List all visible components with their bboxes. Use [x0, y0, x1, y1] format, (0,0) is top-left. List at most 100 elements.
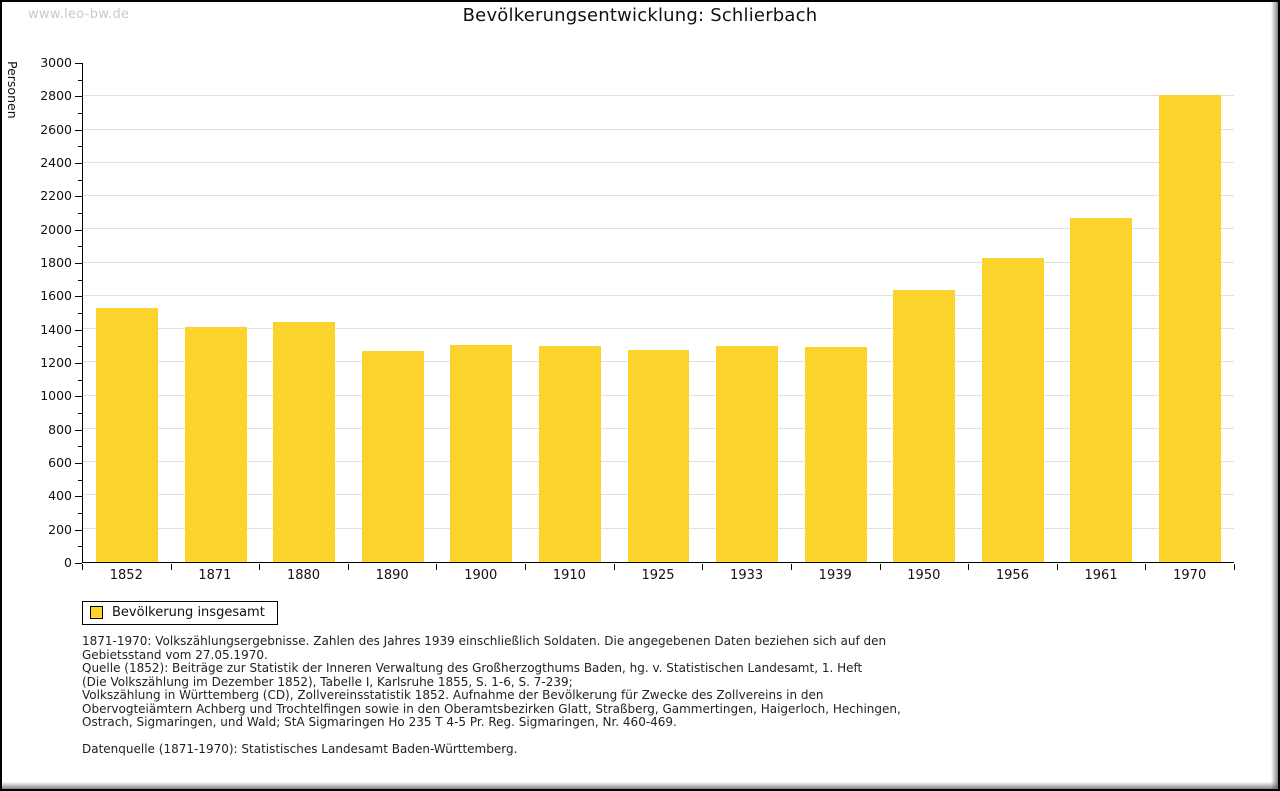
- footnote-line-1-4: (Die Volkszählung im Dezember 1852), Tab…: [82, 674, 573, 689]
- footnote-line-2-1: Datenquelle (1871-1970): Statistisches L…: [82, 741, 518, 756]
- legend: Bevölkerung insgesamt: [82, 601, 278, 625]
- y-minor-tick-1300: [78, 346, 82, 348]
- y-minor-tick-300: [78, 513, 82, 514]
- footnote-paragraph-2: Datenquelle (1871-1970): Statistisches L…: [82, 741, 901, 757]
- x-tick-label-1961: 1961: [1084, 568, 1118, 583]
- y-tick-label-1000: 1000: [40, 388, 72, 404]
- y-tick-label-2600: 2600: [40, 121, 72, 137]
- y-tick-label-2800: 2800: [40, 88, 72, 104]
- x-tick-12: [1145, 564, 1147, 570]
- bar-1900: [450, 344, 513, 562]
- bar-1910: [538, 345, 601, 562]
- x-tick-7: [702, 564, 704, 570]
- footnotes: 1871-1970: Volkszählungsergebnisse. Zahl…: [82, 634, 901, 769]
- x-tick-label-1852: 1852: [109, 568, 143, 583]
- bar-1890: [361, 350, 424, 562]
- gridline-2800: [83, 95, 1234, 97]
- footnote-line-1-5: Volkszählung in Württemberg (CD), Zollve…: [82, 688, 824, 702]
- x-tick-label-1939: 1939: [818, 568, 852, 583]
- bar-1961: [1070, 217, 1133, 562]
- y-major-tick-2000: [75, 229, 82, 231]
- bar-1852: [96, 307, 159, 562]
- y-tick-label-3000: 3000: [40, 55, 72, 70]
- x-tick-4: [436, 564, 438, 570]
- x-tick-label-1910: 1910: [552, 568, 586, 583]
- gridline-2600: [83, 128, 1234, 130]
- x-tick-label-1880: 1880: [286, 568, 321, 583]
- gridline-1400: [83, 328, 1234, 330]
- y-major-tick-1400: [75, 329, 82, 331]
- y-minor-tick-2500: [78, 146, 82, 148]
- y-tick-label-800: 800: [48, 421, 72, 437]
- y-minor-tick-1100: [78, 379, 82, 381]
- y-tick-label-2000: 2000: [40, 221, 72, 237]
- x-tick-label-1970: 1970: [1173, 568, 1207, 583]
- y-minor-tick-2700: [78, 113, 82, 114]
- x-tick-10: [968, 564, 970, 570]
- legend-swatch: [90, 606, 103, 619]
- footnote-line-1-1: 1871-1970: Volkszählungsergebnisse. Zahl…: [82, 634, 887, 648]
- y-major-tick-1600: [75, 296, 82, 298]
- y-tick-label-0: 0: [64, 555, 72, 570]
- y-tick-label-2400: 2400: [40, 155, 72, 170]
- y-minor-tick-900: [78, 413, 82, 414]
- y-minor-tick-2300: [78, 179, 82, 181]
- x-tick-label-1933: 1933: [730, 568, 764, 583]
- gridline-2000: [83, 228, 1234, 230]
- y-minor-tick-1500: [78, 313, 82, 314]
- y-major-tick-2600: [75, 129, 82, 131]
- y-major-tick-600: [75, 463, 82, 464]
- bar-1880: [273, 322, 336, 562]
- x-tick-11: [1056, 564, 1058, 570]
- x-tick-label-1890: 1890: [375, 568, 409, 583]
- gridline-2200: [83, 195, 1234, 197]
- x-tick-0: [82, 564, 83, 570]
- bar-1871: [184, 327, 247, 562]
- gridline-1600: [83, 294, 1234, 296]
- footnote-line-1-2: Gebietsstand vom 27.05.1970.: [82, 647, 268, 662]
- y-minor-tick-500: [78, 479, 82, 481]
- y-major-tick-2800: [75, 96, 82, 98]
- y-tick-label-1600: 1600: [40, 288, 72, 304]
- footnote-line-1-7: Ostrach, Sigmaringen, und Wald; StA Sigm…: [82, 715, 677, 729]
- y-tick-label-1200: 1200: [40, 355, 72, 370]
- y-minor-tick-2100: [78, 213, 82, 214]
- y-minor-tick-2900: [78, 79, 82, 81]
- y-major-tick-1200: [75, 363, 82, 364]
- y-tick-label-600: 600: [48, 455, 72, 470]
- y-minor-tick-1700: [78, 279, 82, 281]
- y-axis-title: Personen: [5, 61, 20, 119]
- y-major-tick-0: [75, 563, 82, 564]
- frame-shadow-right: [1271, 2, 1278, 789]
- x-tick-5: [525, 564, 527, 570]
- frame-shadow-bottom: [2, 782, 1278, 789]
- footnote-line-1-3: Quelle (1852): Beiträge zur Statistik de…: [82, 661, 863, 675]
- y-major-tick-2400: [75, 163, 82, 164]
- y-minor-tick-1900: [78, 246, 82, 248]
- bar-1925: [627, 349, 690, 562]
- x-tick-1: [170, 564, 172, 570]
- y-tick-label-200: 200: [48, 521, 72, 537]
- x-tick-label-1956: 1956: [995, 568, 1029, 583]
- bar-1950: [893, 290, 956, 562]
- y-major-tick-2200: [75, 196, 82, 198]
- y-tick-label-1400: 1400: [40, 321, 72, 337]
- y-tick-label-400: 400: [48, 488, 72, 504]
- y-tick-label-1800: 1800: [40, 255, 72, 270]
- y-tick-label-2200: 2200: [40, 188, 72, 204]
- gridline-1800: [83, 261, 1234, 263]
- x-tick-9: [879, 564, 881, 570]
- x-tick-label-1925: 1925: [641, 568, 675, 583]
- bar-1956: [981, 257, 1044, 562]
- chart-title: Bevölkerungsentwicklung: Schlierbach: [462, 5, 818, 26]
- y-major-tick-200: [75, 529, 82, 531]
- footnote-paragraph-1: 1871-1970: Volkszählungsergebnisse. Zahl…: [82, 634, 901, 730]
- y-major-tick-400: [75, 496, 82, 498]
- x-tick-6: [613, 564, 615, 570]
- y-minor-tick-700: [78, 446, 82, 448]
- y-major-tick-1800: [75, 263, 82, 264]
- y-major-tick-3000: [75, 63, 82, 64]
- watermark: www.leo-bw.de: [28, 7, 130, 22]
- legend-label: Bevölkerung insgesamt: [112, 605, 265, 620]
